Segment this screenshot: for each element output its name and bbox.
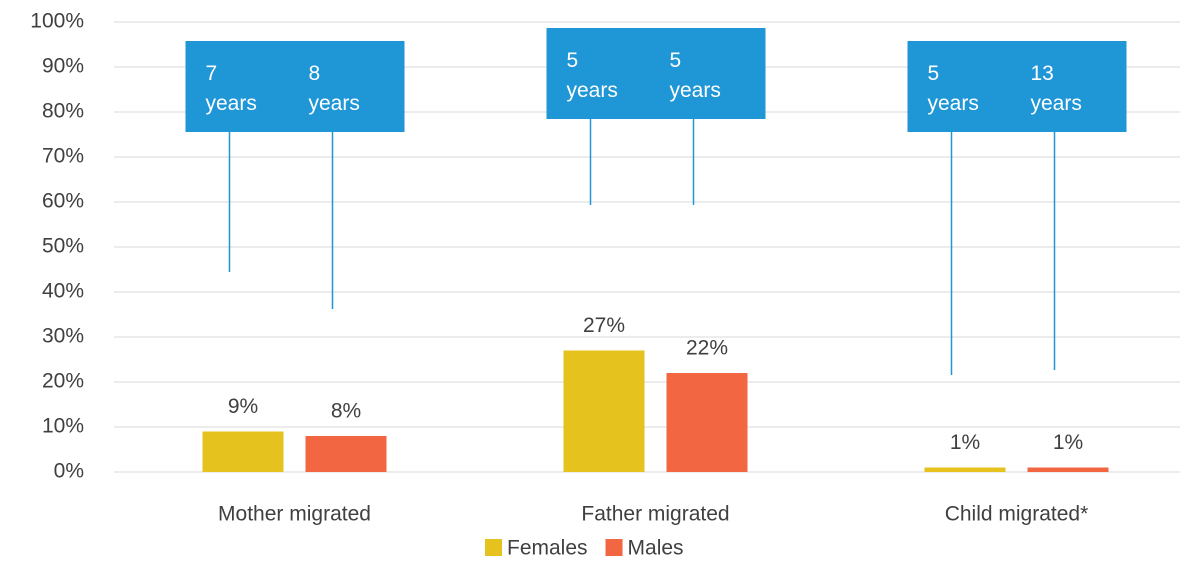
bar [1027, 467, 1109, 472]
y-tick-label: 50% [42, 235, 84, 258]
y-tick-label: 70% [42, 145, 84, 168]
callout-text: 8 [309, 62, 321, 85]
callout: 7 years [185, 41, 302, 272]
legend-label: Females [507, 537, 588, 560]
legend-swatch [605, 539, 623, 556]
callout-text: 7 [206, 62, 218, 85]
y-tick-label: 20% [42, 370, 84, 393]
value-label: 1% [1053, 431, 1083, 454]
value-label: 22% [686, 337, 728, 360]
legend-swatch [485, 539, 502, 556]
callout: 5 years [907, 41, 1024, 375]
callout: 5 years [649, 28, 766, 205]
bar [924, 467, 1006, 472]
callout-box [907, 41, 1024, 132]
value-label: 9% [228, 395, 258, 418]
y-tick-label: 10% [42, 415, 84, 438]
callout-text: years [670, 79, 721, 102]
callout-box [649, 28, 766, 119]
bar [563, 350, 645, 472]
legend-label: Males [628, 537, 684, 560]
callout-text: years [567, 79, 618, 102]
callout-text: 13 [1031, 62, 1054, 85]
value-label: 1% [950, 431, 980, 454]
callout-text: years [928, 92, 979, 115]
bar [202, 431, 284, 472]
bar [666, 373, 748, 472]
value-label: 27% [583, 314, 625, 337]
bar [305, 436, 387, 472]
x-tick-label: Mother migrated [218, 503, 371, 526]
callout: 5 years [546, 28, 663, 205]
y-tick-label: 30% [42, 325, 84, 348]
x-tick-label: Father migrated [581, 503, 729, 526]
callout-box [1010, 41, 1127, 132]
y-tick-label: 40% [42, 280, 84, 303]
callout-text: years [309, 92, 360, 115]
y-tick-label: 60% [42, 190, 84, 213]
callout-box [185, 41, 302, 132]
callout-text: years [1031, 92, 1082, 115]
x-tick-label: Child migrated* [945, 503, 1089, 526]
value-label: 8% [331, 400, 361, 423]
y-tick-label: 80% [42, 100, 84, 123]
callout-box [288, 41, 405, 132]
callout: 8 years [288, 41, 405, 309]
callout-box [546, 28, 663, 119]
callout-text: 5 [567, 49, 579, 72]
callout: 13 years [1010, 41, 1127, 370]
y-tick-label: 90% [42, 55, 84, 78]
callout-text: 5 [670, 49, 682, 72]
callout-text: years [206, 92, 257, 115]
y-tick-label: 100% [30, 10, 84, 33]
y-tick-label: 0% [54, 460, 84, 483]
callout-text: 5 [928, 62, 940, 85]
